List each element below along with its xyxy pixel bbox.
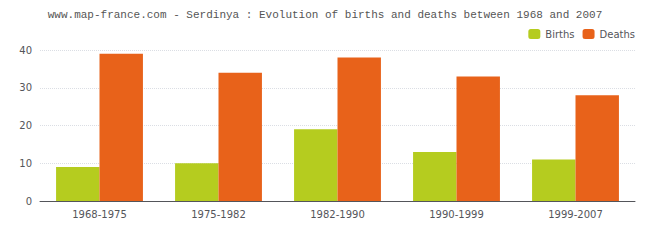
svg-text:Deaths: Deaths [600, 29, 635, 40]
svg-text:www.map-france.com - Serdinya: www.map-france.com - Serdinya : Evolutio… [48, 9, 603, 21]
svg-text:1982-1990: 1982-1990 [310, 209, 365, 220]
svg-text:1990-1999: 1990-1999 [429, 209, 484, 220]
svg-text:10: 10 [19, 158, 32, 169]
svg-text:1968-1975: 1968-1975 [72, 209, 127, 220]
svg-text:Births: Births [545, 29, 574, 40]
svg-text:30: 30 [19, 82, 32, 93]
svg-text:1999-2007: 1999-2007 [548, 209, 603, 220]
svg-text:1975-1982: 1975-1982 [191, 209, 246, 220]
svg-text:0: 0 [26, 196, 32, 207]
svg-text:20: 20 [19, 120, 32, 131]
svg-text:40: 40 [19, 45, 32, 56]
